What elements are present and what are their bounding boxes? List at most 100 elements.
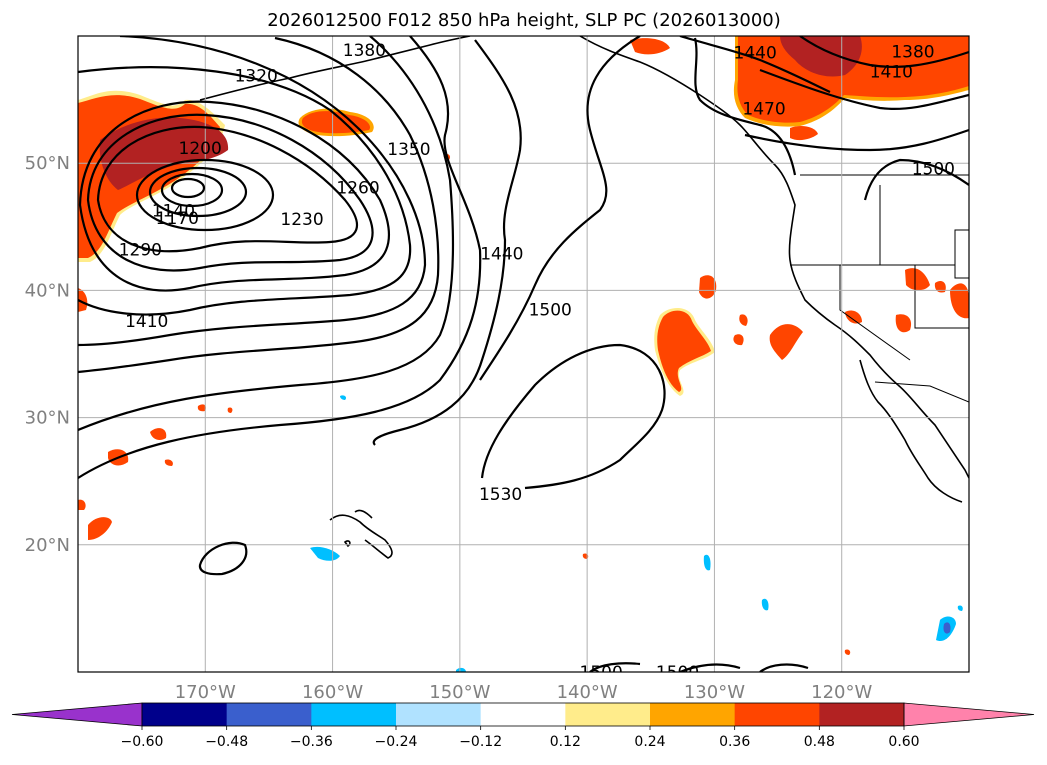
shade-negative-024 (703, 554, 711, 571)
contour-1500 (479, 36, 641, 381)
colorbar-extend-high (903, 702, 1035, 727)
shade-positive-036 (739, 314, 748, 326)
shade-negative-036 (943, 622, 951, 634)
contour-1170 (148, 166, 248, 218)
contour-1380-north (799, 36, 969, 68)
colorbar-tick-label: −0.60 (121, 734, 164, 750)
shade-positive-036 (197, 404, 207, 412)
coastline-na-west (579, 36, 899, 386)
shade-positive-036 (657, 310, 711, 392)
contour-label: 1170 (156, 209, 199, 229)
contour-1500-south (759, 663, 809, 672)
contour-1350 (78, 36, 427, 347)
latitude-labels: 50°N 40°N 30°N 20°N (25, 153, 70, 556)
shade-positive-036 (733, 334, 744, 346)
colorbar-tick-label: −0.48 (205, 734, 248, 750)
contour-label: 1320 (235, 66, 278, 86)
coastline-hawaii (329, 514, 393, 559)
colorbar-tick-label: 0.48 (804, 734, 835, 750)
shade-positive-036 (78, 288, 88, 312)
colorbar-swatch (480, 703, 566, 726)
border-state (839, 265, 911, 361)
shade-positive-036 (934, 281, 946, 293)
colorbar-extend-low (11, 702, 143, 727)
coastlines (199, 36, 969, 559)
contour-label: 1410 (870, 63, 913, 83)
border-state (914, 265, 969, 329)
contour-label: 1260 (336, 178, 379, 198)
shade-positive-036 (844, 649, 851, 655)
colorbar-tick-label: 0.36 (719, 734, 750, 750)
shade-positive-036 (150, 428, 167, 440)
shade-negative-024 (761, 598, 769, 611)
coastline-hawaii (343, 540, 351, 548)
colorbar: −0.60 −0.48 −0.36 −0.24 −0.12 0.12 0.24 0.36 0.4… (11, 702, 1035, 750)
shade-positive-036 (227, 407, 233, 413)
contour-1320 (78, 66, 412, 316)
lon-label: 150°W (429, 682, 490, 703)
contour-label: 1440 (480, 245, 523, 265)
colorbar-swatch (311, 703, 397, 726)
lon-label: 160°W (302, 682, 363, 703)
shade-negative-024 (456, 667, 466, 672)
lon-label: 130°W (684, 682, 745, 703)
colorbar-frame (141, 702, 905, 727)
contour-label: 1500 (580, 663, 623, 683)
contour-1230 (96, 125, 358, 253)
contour-label: 1500 (656, 663, 699, 683)
contour-1530 (480, 343, 666, 490)
shade-positive-036 (164, 459, 173, 466)
lon-label: 170°W (175, 682, 236, 703)
colorbar-swatch (565, 703, 651, 726)
lat-label: 50°N (25, 153, 70, 174)
contour-label: 1500 (912, 159, 955, 179)
shade-positive-036 (699, 275, 717, 299)
shade-positive-036 (630, 38, 670, 55)
coastline-mexico (897, 384, 969, 479)
contour-1260 (86, 113, 374, 272)
contour-label: 1290 (119, 241, 162, 261)
political-borders (790, 174, 969, 403)
contour-label: 1380 (343, 41, 386, 61)
coastline-baja (859, 359, 963, 503)
shade-positive-036 (845, 310, 862, 324)
colorbar-tick-label: 0.12 (550, 734, 581, 750)
contour-label: 1140 (152, 201, 195, 221)
colorbar-swatch (819, 703, 905, 726)
colorbar-tick-label: −0.24 (375, 734, 418, 750)
lon-label: 140°W (557, 682, 618, 703)
lat-label: 20°N (25, 535, 70, 556)
contour-label: 1350 (387, 140, 430, 160)
contour-1500-south (589, 662, 641, 672)
contour-label: 1470 (742, 100, 785, 120)
shade-positive-048 (99, 117, 229, 190)
contour-label: 1410 (125, 312, 168, 332)
shade-negative-024 (957, 605, 963, 611)
contour-1440-north (679, 36, 831, 93)
contour-1470-east (744, 128, 969, 152)
contour-1500-south (679, 663, 741, 672)
contour-label: 1380 (891, 42, 934, 62)
colorbar-tick-label: −0.12 (459, 734, 502, 750)
contour-1410-north (759, 68, 969, 110)
contour-1470 (372, 39, 522, 446)
contour-1500-east (863, 158, 969, 201)
contour-1110 (170, 177, 206, 199)
colorbar-swatch (734, 703, 820, 726)
contour-label: 1230 (280, 210, 323, 230)
contour-label: 1440 (734, 44, 777, 64)
contour-label: 1200 (179, 139, 222, 159)
contour-1530-west (198, 541, 248, 576)
shade-positive-036 (88, 517, 112, 540)
shade-positive-036 (301, 111, 371, 134)
height-contours (78, 36, 969, 672)
colorbar-swatch (650, 703, 736, 726)
contour-1410 (78, 36, 455, 432)
map-frame (77, 35, 970, 673)
shade-positive-036 (950, 283, 969, 319)
colorbar-swatch (226, 703, 312, 726)
contour-1380 (78, 36, 440, 374)
